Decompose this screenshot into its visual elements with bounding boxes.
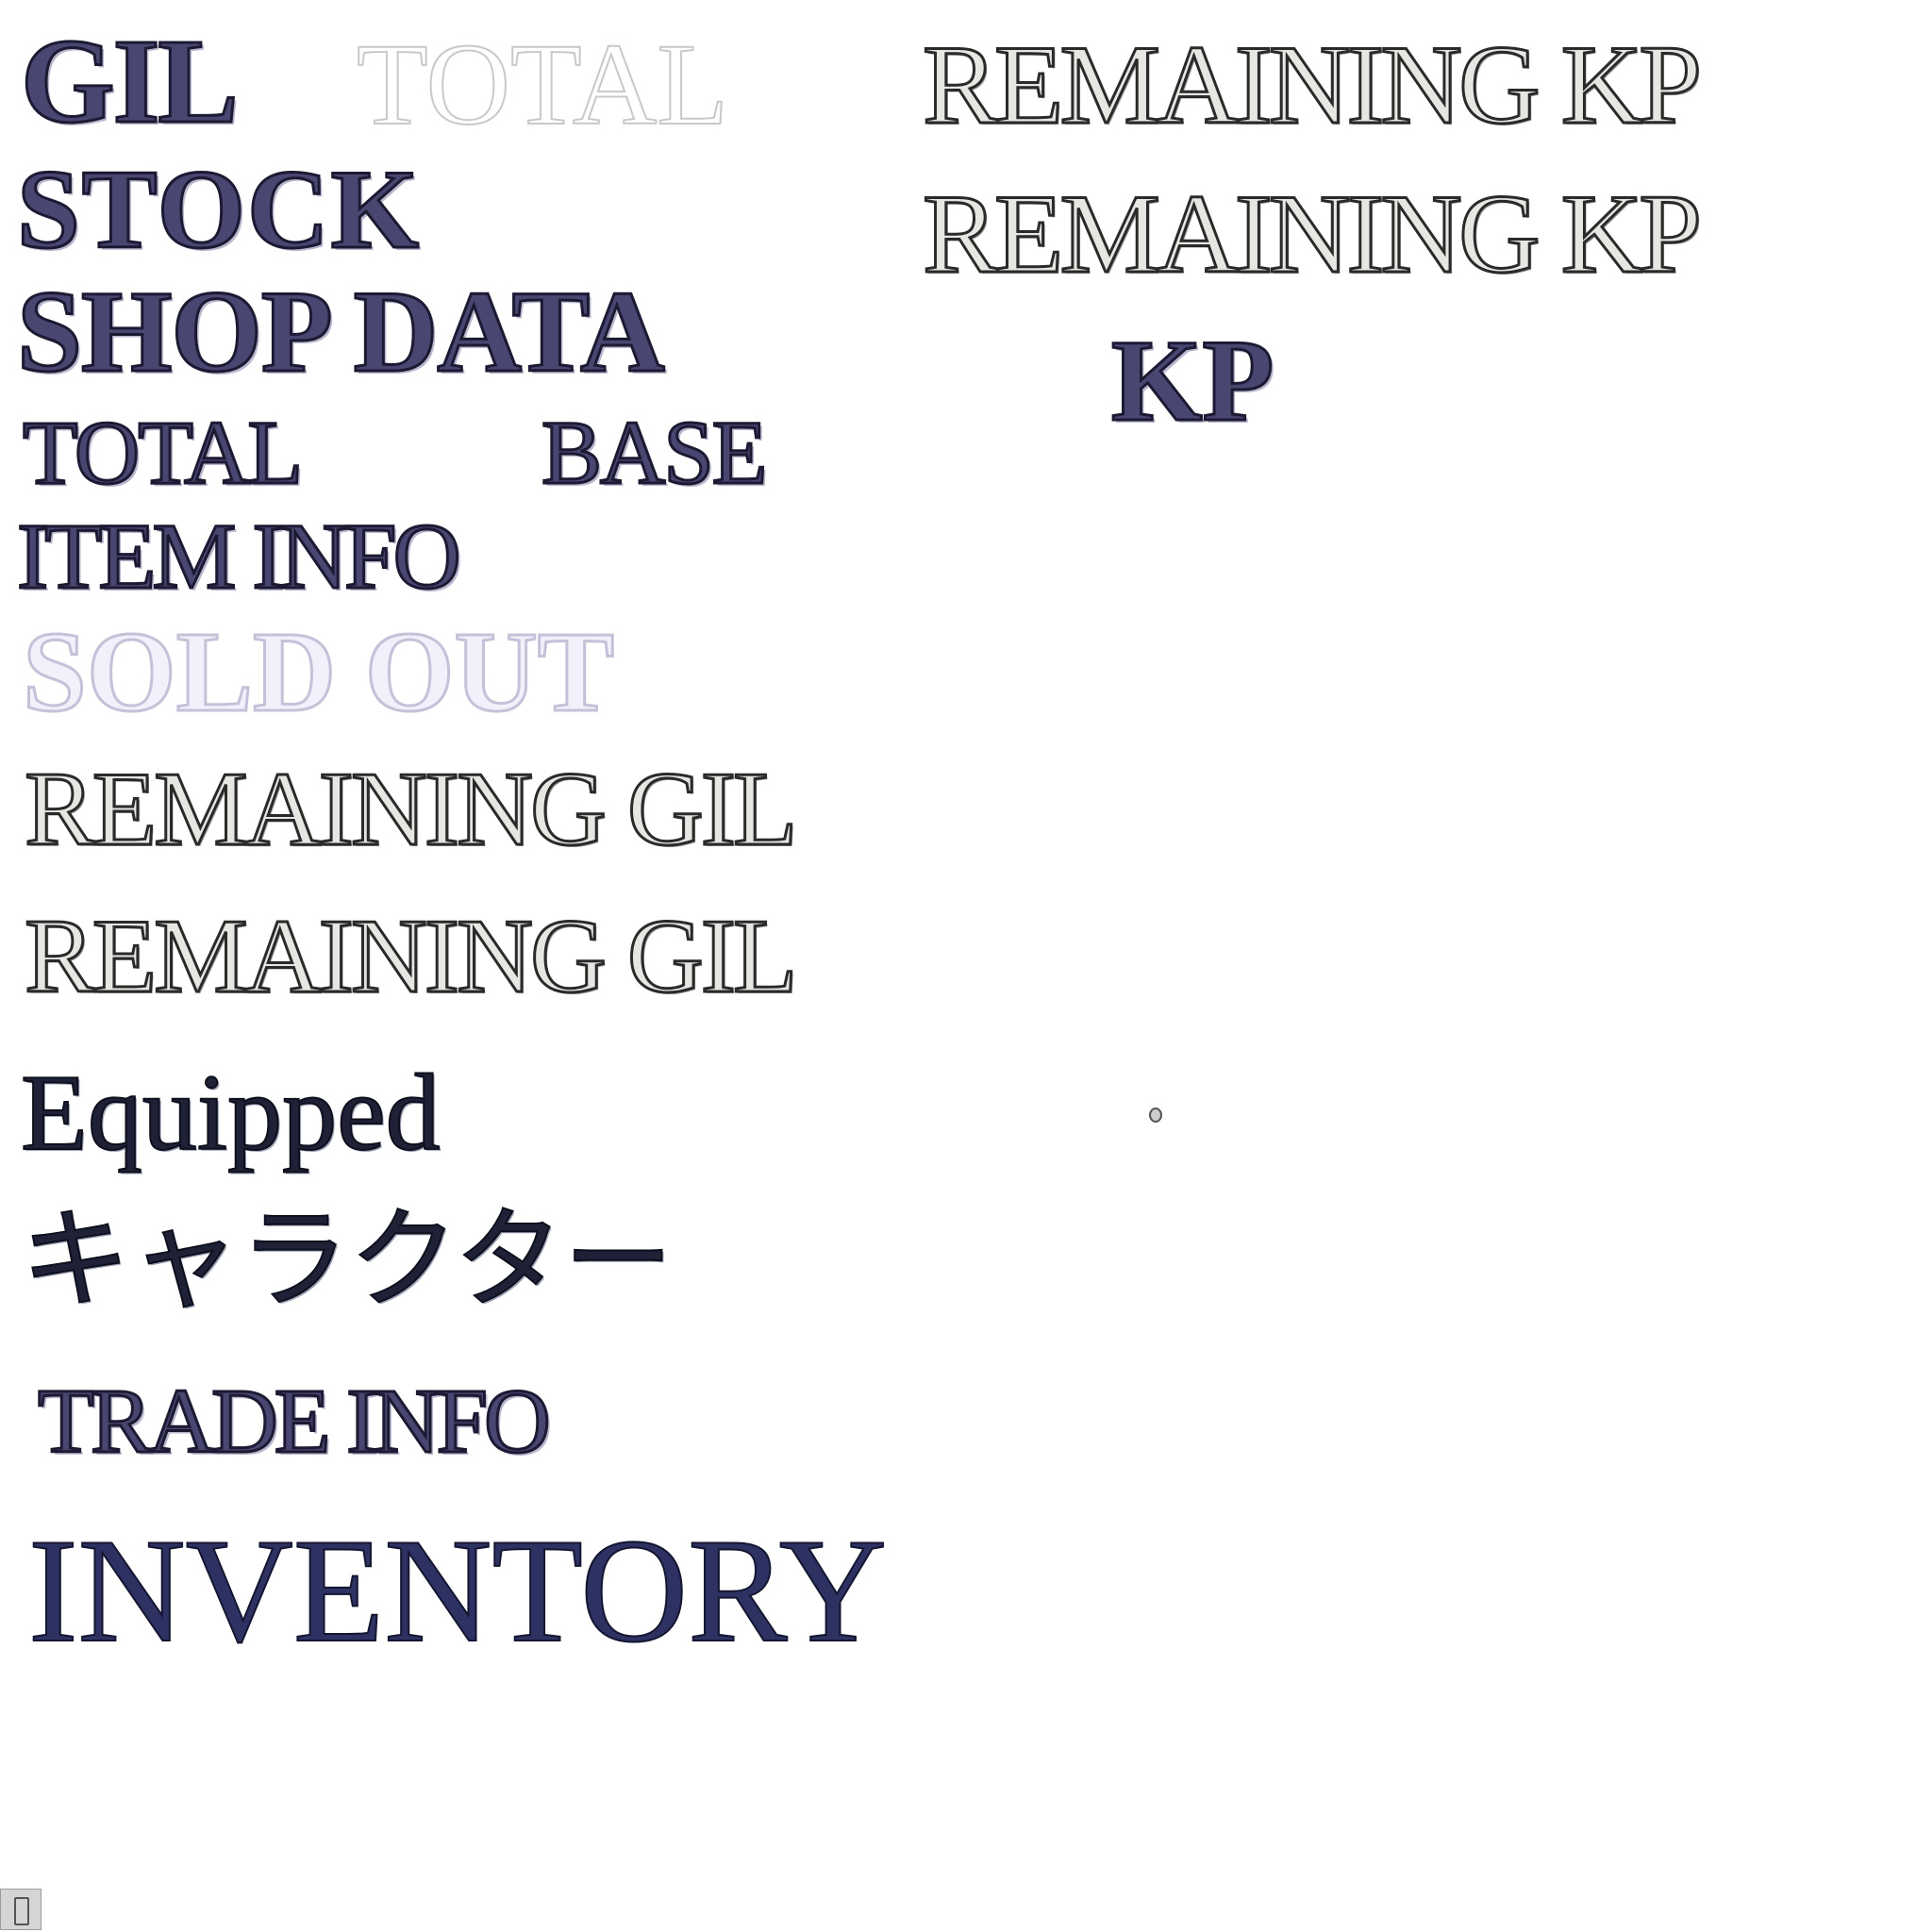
stock-label: STOCK <box>16 146 421 272</box>
placeholder-glyph-icon <box>0 1889 42 1930</box>
remaining-gil-label-1: REMAINING GIL <box>23 751 798 868</box>
shop-data-label: SHOP DATA <box>16 267 667 396</box>
remaining-kp-label-1: REMAINING KP <box>922 22 1704 147</box>
trade-info-label: TRADE INFO <box>37 1371 553 1473</box>
total-label-pale: TOTAL <box>356 20 729 149</box>
equipped-label: Equipped <box>20 1053 441 1174</box>
remaining-kp-label-2: REMAINING KP <box>922 171 1704 296</box>
gil-label: GIL <box>20 14 241 148</box>
stray-dot-mark <box>1149 1108 1162 1123</box>
base-label: BASE <box>540 402 768 503</box>
remaining-gil-label-2: REMAINING GIL <box>23 898 798 1015</box>
item-info-label: ITEM INFO <box>16 504 463 608</box>
inventory-label: INVENTORY <box>27 1508 888 1674</box>
character-label-jp: キャラクター <box>20 1196 674 1324</box>
total-label: TOTAL <box>21 402 304 503</box>
sold-out-label: SOLD OUT <box>21 608 615 736</box>
kp-label: KP <box>1109 316 1274 445</box>
